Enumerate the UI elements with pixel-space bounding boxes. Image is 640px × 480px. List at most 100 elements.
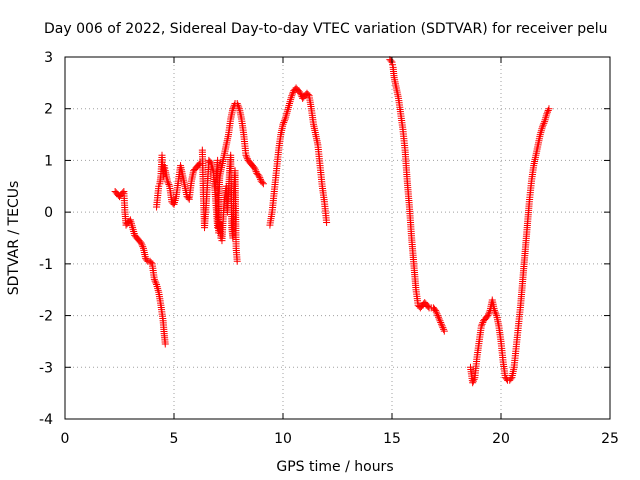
data-point [251, 166, 259, 174]
data-point [478, 320, 486, 328]
data-point [129, 226, 137, 234]
data-point [440, 325, 448, 333]
data-point [543, 110, 551, 118]
data-point [537, 129, 545, 137]
data-point [254, 171, 262, 179]
data-point [165, 181, 173, 189]
data-point [477, 322, 485, 330]
data-point [243, 153, 251, 161]
data-point [507, 375, 515, 383]
data-point [284, 103, 292, 111]
data-point [387, 57, 395, 65]
data-point [280, 119, 288, 127]
data-point [243, 155, 251, 163]
data-point [233, 100, 241, 108]
data-point [242, 151, 250, 159]
data-point [256, 174, 264, 182]
y-tick-label: 2 [44, 102, 53, 118]
data-point [287, 96, 295, 104]
data-point [537, 127, 545, 135]
data-point [137, 239, 145, 247]
data-point [255, 172, 263, 180]
data-point [435, 313, 443, 321]
data-point [432, 308, 440, 316]
data-point [544, 108, 552, 116]
data-point [119, 189, 127, 197]
data-point [164, 179, 172, 187]
data-point [323, 218, 331, 226]
data-point [433, 310, 441, 318]
data-point [150, 275, 158, 283]
data-point [431, 305, 439, 313]
data-point [152, 279, 160, 287]
data-point [251, 164, 259, 172]
data-point [284, 105, 292, 113]
y-tick-label: -4 [39, 412, 53, 428]
y-tick-label: -3 [39, 360, 53, 376]
data-point [295, 88, 303, 96]
x-axis-label: GPS time / hours [276, 459, 393, 475]
data-point [490, 306, 498, 314]
data-point [544, 106, 552, 114]
data-point [483, 313, 491, 321]
x-tick-label: 10 [274, 431, 292, 447]
x-tick-label: 20 [492, 431, 510, 447]
y-tick-label: 0 [44, 205, 53, 221]
data-point [491, 308, 499, 316]
y-tick-label: -2 [39, 309, 53, 325]
data-point [296, 89, 304, 97]
data-point [285, 101, 293, 109]
data-point [469, 379, 477, 387]
data-point [289, 88, 297, 96]
data-point [151, 277, 159, 285]
data-point [252, 168, 260, 176]
data-point [258, 178, 266, 186]
data-point [206, 158, 214, 166]
data-point [138, 241, 146, 249]
y-tick-label: 3 [44, 50, 53, 66]
data-point [479, 318, 487, 326]
data-point [438, 322, 446, 330]
y-axis-label: SDTVAR / TECUs [6, 181, 22, 296]
data-point [163, 177, 171, 185]
data-point [470, 375, 478, 383]
data-point [484, 312, 492, 320]
data-point [256, 175, 264, 183]
data-point [283, 109, 291, 117]
data-point [432, 306, 440, 314]
data-point [280, 117, 288, 125]
data-point [439, 324, 447, 332]
data-point [469, 377, 477, 385]
axis-ticks: 0 5 10 15 20 25 -4 -3 -2 -1 0 1 2 3 [39, 50, 619, 447]
data-point [147, 259, 155, 267]
data-point [286, 100, 294, 108]
data-point [233, 257, 241, 265]
data-point [184, 194, 192, 202]
x-tick-label: 25 [601, 431, 619, 447]
data-point [195, 160, 203, 168]
data-point [492, 310, 500, 318]
data-point [288, 90, 296, 98]
data-marks [111, 56, 553, 387]
data-point [538, 123, 546, 131]
data-point [250, 163, 258, 171]
data-point [440, 327, 448, 335]
data-point [154, 284, 162, 292]
data-point [282, 111, 290, 119]
data-point [485, 310, 493, 318]
data-point [288, 92, 296, 100]
chart-title: Day 006 of 2022, Sidereal Day-to-day VTE… [44, 21, 607, 37]
x-tick-label: 0 [61, 431, 70, 447]
data-point [136, 238, 144, 246]
data-point [139, 243, 147, 251]
data-point [235, 103, 243, 111]
plot-frame [64, 56, 611, 420]
data-point [304, 90, 312, 98]
data-point [436, 317, 444, 325]
y-tick-label: -1 [39, 257, 53, 273]
data-point [154, 286, 162, 294]
data-point [437, 318, 445, 326]
data-point [161, 340, 169, 348]
data-point [259, 180, 267, 188]
